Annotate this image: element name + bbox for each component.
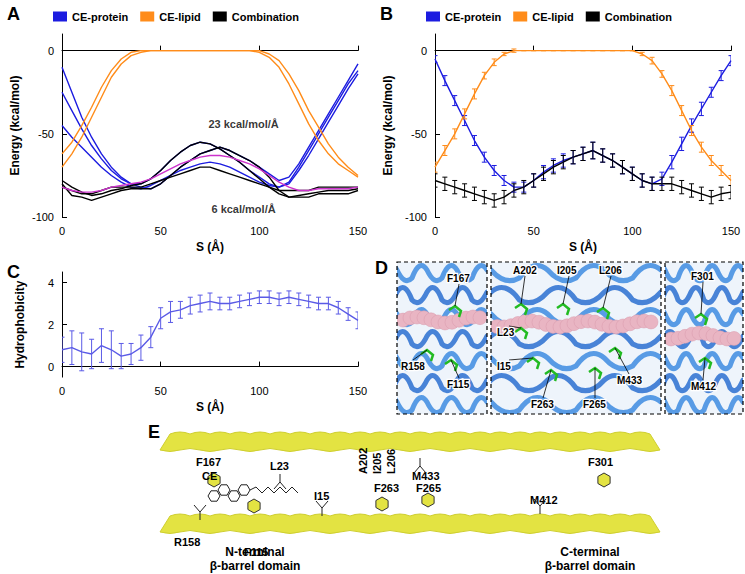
svg-text:-100: -100 — [32, 211, 54, 223]
svg-text:50: 50 — [155, 385, 167, 397]
svg-text:Energy (kcal/mol): Energy (kcal/mol) — [381, 76, 395, 176]
svg-text:L23: L23 — [270, 460, 289, 472]
svg-text:150: 150 — [349, 225, 367, 237]
svg-text:23 kcal/mol/Å: 23 kcal/mol/Å — [208, 118, 278, 130]
svg-text:CE-lipid: CE-lipid — [159, 11, 201, 23]
svg-text:A202: A202 — [513, 265, 537, 276]
svg-text:L206: L206 — [599, 265, 622, 276]
svg-text:F265: F265 — [583, 399, 606, 410]
svg-text:6 kcal/mol/Å: 6 kcal/mol/Å — [211, 203, 275, 215]
svg-text:A202: A202 — [357, 448, 369, 474]
svg-text:I15: I15 — [497, 361, 511, 372]
svg-text:100: 100 — [250, 385, 268, 397]
svg-text:I15: I15 — [314, 490, 329, 502]
svg-text:D: D — [375, 258, 388, 278]
svg-text:150: 150 — [349, 385, 367, 397]
svg-text:F265: F265 — [416, 482, 441, 494]
svg-text:0: 0 — [421, 45, 427, 57]
svg-text:F167: F167 — [447, 273, 470, 284]
svg-text:F263: F263 — [531, 399, 554, 410]
svg-text:CE-protein: CE-protein — [72, 11, 129, 23]
svg-text:S (Å): S (Å) — [196, 239, 224, 254]
svg-text:50: 50 — [155, 225, 167, 237]
svg-text:-50: -50 — [38, 128, 54, 140]
svg-text:S (Å): S (Å) — [569, 239, 597, 254]
svg-text:0: 0 — [48, 45, 54, 57]
svg-text:Hydrophobicity: Hydrophobicity — [13, 280, 27, 368]
svg-text:CE: CE — [202, 470, 217, 482]
svg-text:50: 50 — [528, 225, 540, 237]
svg-text:A: A — [7, 4, 20, 24]
svg-text:0: 0 — [432, 225, 438, 237]
svg-text:CE-protein: CE-protein — [445, 11, 502, 23]
svg-text:150: 150 — [722, 225, 740, 237]
svg-text:S (Å): S (Å) — [196, 399, 224, 414]
svg-text:4: 4 — [48, 277, 54, 289]
svg-text:E: E — [148, 422, 160, 442]
svg-text:F167: F167 — [196, 456, 221, 468]
svg-text:F263: F263 — [374, 482, 399, 494]
svg-text:0: 0 — [59, 385, 65, 397]
svg-text:0: 0 — [59, 225, 65, 237]
svg-text:-50: -50 — [411, 128, 427, 140]
svg-text:100: 100 — [623, 225, 641, 237]
svg-text:L23: L23 — [497, 327, 515, 338]
svg-text:0: 0 — [48, 361, 54, 373]
svg-text:β-barrel domain: β-barrel domain — [545, 559, 636, 573]
svg-text:R158: R158 — [174, 536, 200, 548]
svg-text:100: 100 — [250, 225, 268, 237]
svg-text:N-terminal: N-terminal — [225, 545, 284, 559]
svg-text:-100: -100 — [405, 211, 427, 223]
svg-text:L206: L206 — [385, 449, 397, 474]
svg-text:β-barrel domain: β-barrel domain — [210, 559, 301, 573]
svg-text:R158: R158 — [401, 361, 425, 372]
svg-text:M412: M412 — [530, 494, 558, 506]
svg-text:F301: F301 — [691, 271, 714, 282]
svg-text:M433: M433 — [412, 470, 440, 482]
svg-text:CE-lipid: CE-lipid — [532, 11, 574, 23]
svg-text:F301: F301 — [588, 456, 613, 468]
svg-text:F115: F115 — [447, 379, 470, 390]
svg-text:M412: M412 — [691, 381, 716, 392]
svg-text:Combination: Combination — [232, 11, 299, 23]
svg-text:2: 2 — [48, 319, 54, 331]
svg-text:B: B — [380, 4, 393, 24]
svg-text:Combination: Combination — [605, 11, 672, 23]
svg-text:I205: I205 — [557, 265, 577, 276]
svg-text:I205: I205 — [371, 453, 383, 474]
svg-text:C-terminal: C-terminal — [560, 545, 619, 559]
svg-text:M433: M433 — [617, 375, 642, 386]
svg-text:C: C — [7, 262, 20, 282]
svg-text:Energy (kcal/mol): Energy (kcal/mol) — [8, 76, 22, 176]
